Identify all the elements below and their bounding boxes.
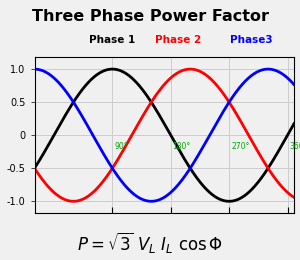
Text: $P = \sqrt{3}\ V_L\ I_L\ \cos\Phi$: $P = \sqrt{3}\ V_L\ I_L\ \cos\Phi$ [77,230,223,255]
Text: Phase 2: Phase 2 [155,35,202,45]
Text: 360°: 360° [290,142,300,151]
Text: 90°: 90° [114,142,128,151]
Text: 270°: 270° [231,142,249,151]
Text: Phase 1: Phase 1 [89,35,136,45]
Text: Three Phase Power Factor: Three Phase Power Factor [32,9,268,24]
Text: Phase3: Phase3 [230,35,272,45]
Text: 180°: 180° [173,142,191,151]
